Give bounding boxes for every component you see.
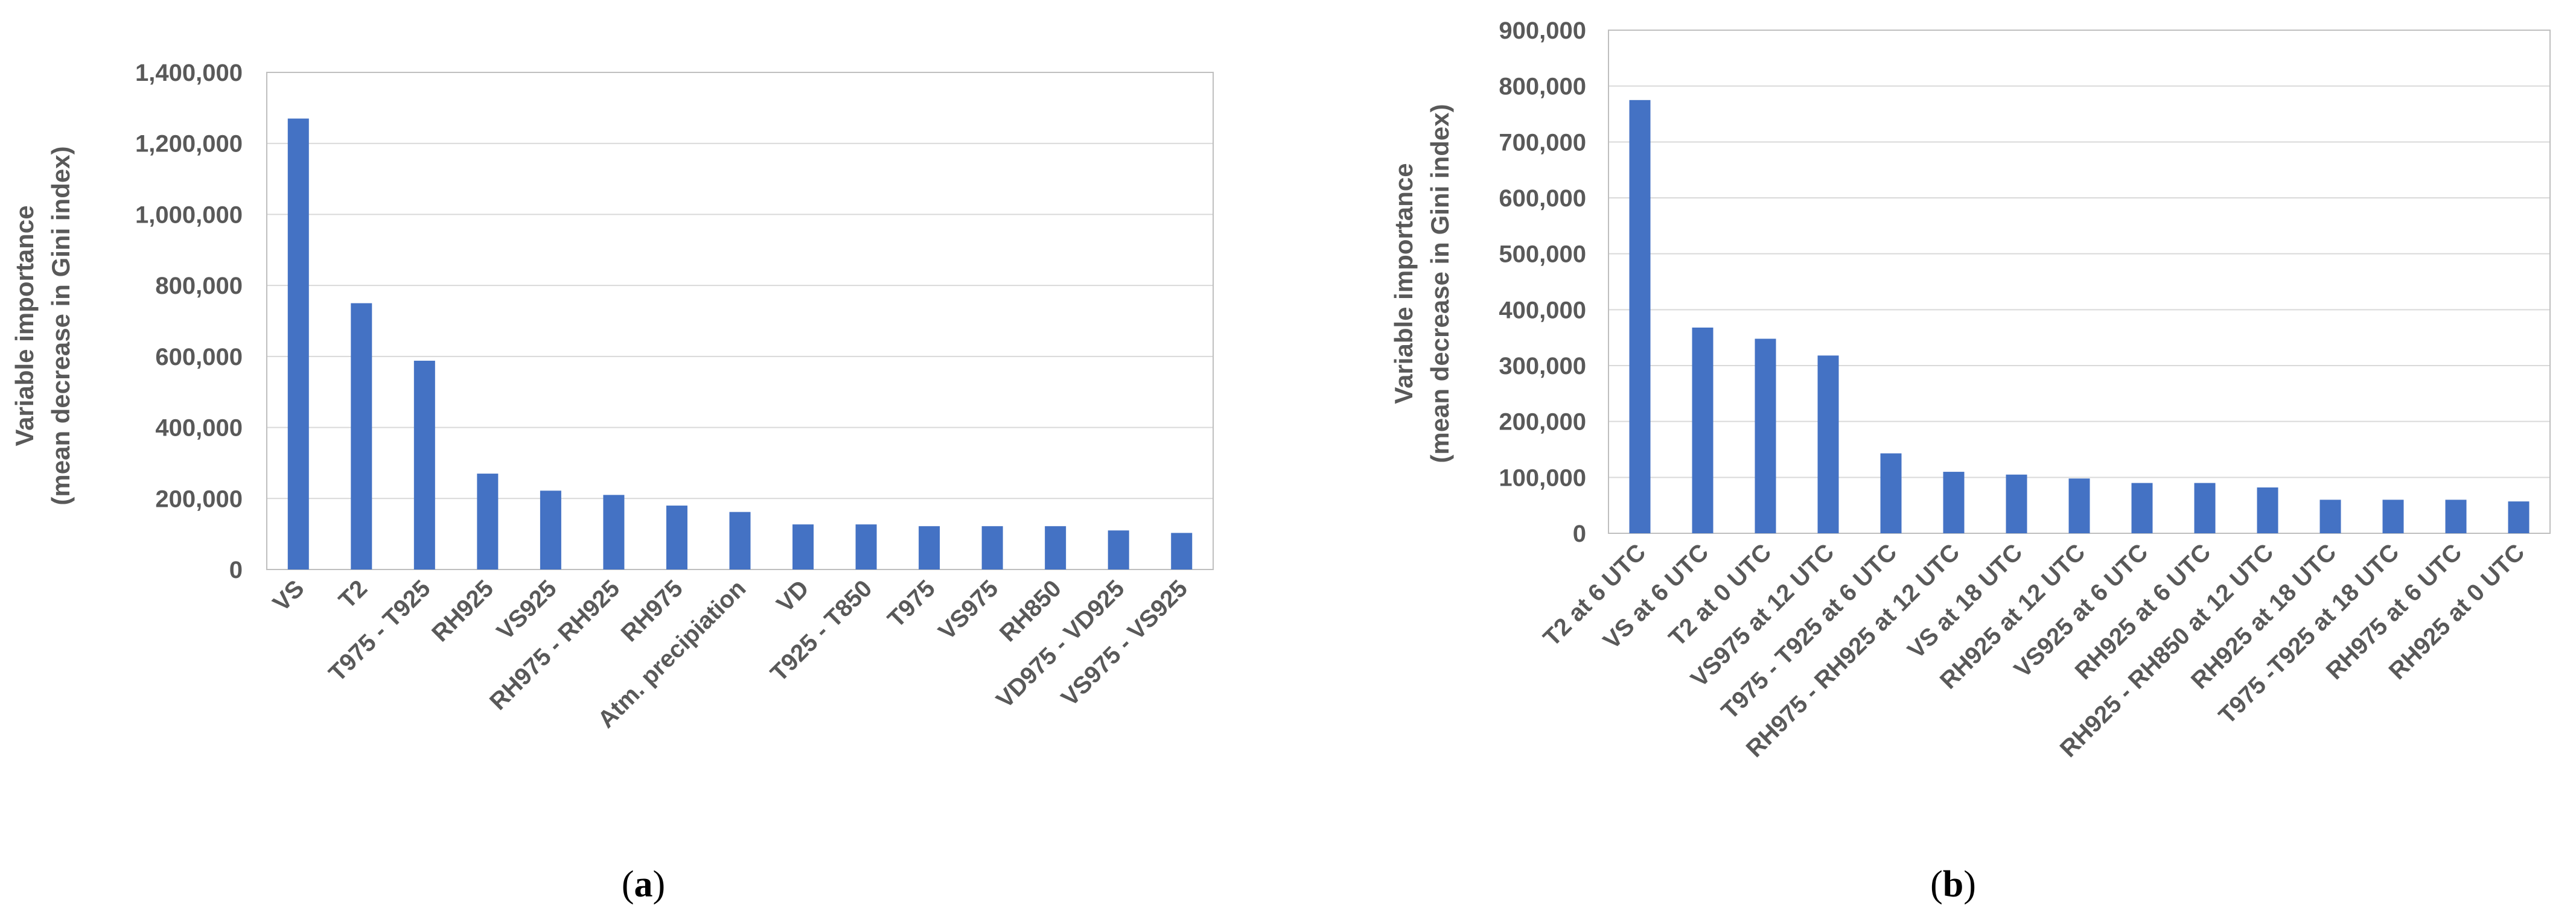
chart-panel-b: 0 100,000 200,000 300,000 400,000 500,000 600,… [1389,17,2551,763]
bar [287,118,309,569]
bar [1943,472,1965,533]
y-tick-label: 800,000 [155,273,243,299]
bar [792,524,814,569]
y-tick-label: 900,000 [1499,17,1586,44]
panel-label-a: (a) [622,864,665,905]
y-tick-label: 400,000 [155,415,243,442]
y-tick-label: 100,000 [1499,465,1586,491]
y-tick-label: 200,000 [155,486,243,512]
plot-frame [266,72,1214,570]
x-tick-label: T2 [334,575,372,614]
bar [603,495,625,569]
panel-label-b: (b) [1930,864,1976,905]
bar [855,524,877,569]
bar [1817,355,1839,533]
y-tick-label: 1,400,000 [135,60,243,86]
bar [2257,487,2278,533]
y-tick-label: 400,000 [1499,297,1586,323]
bar [729,512,751,569]
x-tick-label: VD [771,575,814,617]
y-tick-label: 0 [229,557,243,583]
bar [1629,100,1651,534]
bar [981,526,1003,569]
x-tick-label: VS975 [933,575,1003,645]
bar [1755,338,1776,533]
y-tick-label: 600,000 [155,344,243,370]
chart-panel-a: 0 200,000 400,000 600,000 800,000 1,000,000 1,… [10,60,1214,733]
bar [2508,501,2530,533]
y-tick-label: 200,000 [1499,409,1586,436]
bar [2194,483,2216,533]
y-axis-label: Variable importance [10,205,39,446]
bar [2382,500,2404,533]
bar [2445,500,2467,533]
bar [1692,327,1714,533]
y-tick-label: 1,000,000 [135,201,243,228]
x-tick-label: RH925 [427,575,499,647]
x-tick-label: VS [268,575,310,617]
bar [919,526,940,569]
y-axis-label: (mean decrease in Gini index) [1426,104,1454,463]
y-axis-label: Variable importance [1389,163,1418,404]
bar [540,490,561,569]
bar [1045,526,1066,569]
bar [2068,478,2090,533]
y-tick-label: 800,000 [1499,74,1586,100]
y-axis-label: (mean decrease in Gini index) [46,146,75,505]
y-tick-label: 0 [1573,521,1586,547]
y-tick-label: 700,000 [1499,129,1586,156]
bar [2319,500,2341,533]
y-tick-label: 1,200,000 [135,131,243,157]
bar [351,303,372,569]
bar [1108,530,1129,569]
y-tick-label: 600,000 [1499,185,1586,212]
bar [413,360,435,569]
bar [1880,453,1902,533]
y-tick-label: 300,000 [1499,353,1586,379]
bar [2131,483,2153,533]
bar [1171,533,1193,569]
y-tick-label: 500,000 [1499,241,1586,268]
plot-frame [1608,30,2551,534]
bar [477,474,499,569]
bar [666,506,687,569]
x-tick-label: T975 [882,575,940,633]
bar [2006,474,2027,533]
